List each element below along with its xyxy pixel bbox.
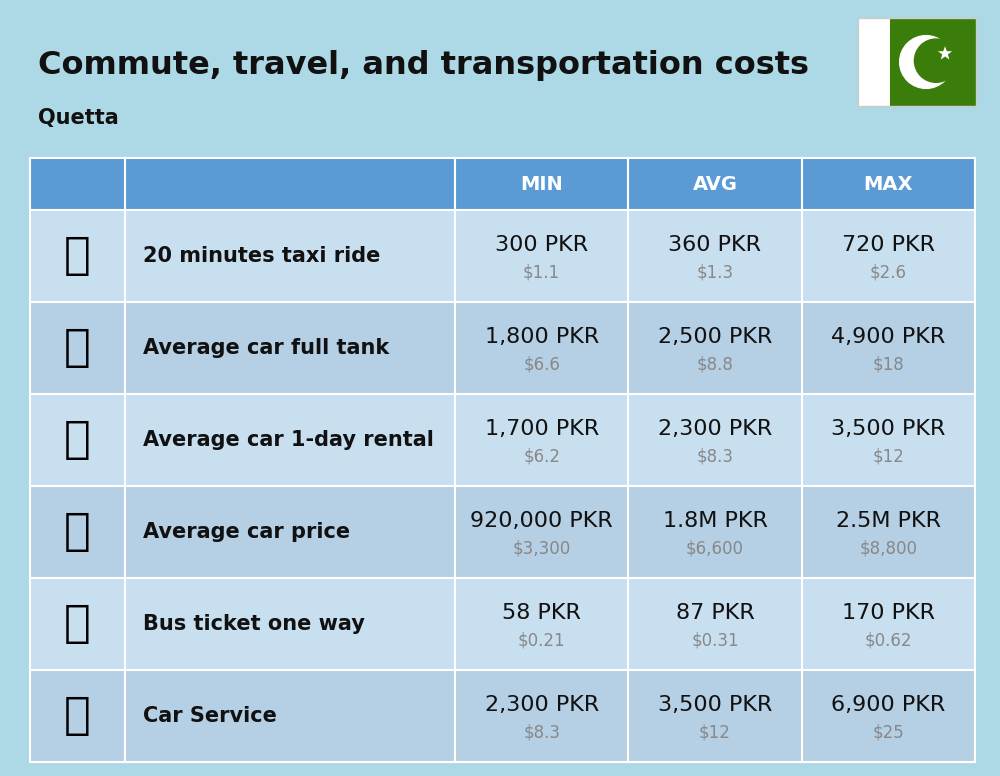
Text: $0.62: $0.62 xyxy=(865,632,912,650)
Text: 3,500 PKR: 3,500 PKR xyxy=(831,419,946,439)
Text: 170 PKR: 170 PKR xyxy=(842,603,935,623)
Text: 🚕: 🚕 xyxy=(64,234,91,278)
Text: 🚌: 🚌 xyxy=(64,602,91,646)
Text: $12: $12 xyxy=(699,723,731,742)
Text: $3,300: $3,300 xyxy=(513,539,571,558)
Bar xyxy=(858,18,890,106)
Circle shape xyxy=(914,39,958,82)
Text: 2,300 PKR: 2,300 PKR xyxy=(485,695,599,715)
Text: $18: $18 xyxy=(872,355,904,373)
Text: 🔧: 🔧 xyxy=(64,695,91,737)
Text: 1.8M PKR: 1.8M PKR xyxy=(663,511,767,531)
Text: $1.1: $1.1 xyxy=(523,264,560,282)
Polygon shape xyxy=(938,46,952,60)
Bar xyxy=(30,578,975,670)
Text: 🚙: 🚙 xyxy=(64,418,91,462)
Text: Average car full tank: Average car full tank xyxy=(143,338,389,358)
Text: Average car price: Average car price xyxy=(143,522,350,542)
Bar xyxy=(30,158,455,210)
Text: 300 PKR: 300 PKR xyxy=(495,235,588,255)
Text: $8.3: $8.3 xyxy=(523,723,560,742)
Text: $12: $12 xyxy=(872,448,904,466)
Text: 1,700 PKR: 1,700 PKR xyxy=(485,419,599,439)
Text: Commute, travel, and transportation costs: Commute, travel, and transportation cost… xyxy=(38,50,809,81)
Text: 58 PKR: 58 PKR xyxy=(502,603,581,623)
Text: 87 PKR: 87 PKR xyxy=(676,603,754,623)
Bar xyxy=(30,670,975,762)
Text: 720 PKR: 720 PKR xyxy=(842,235,935,255)
Text: ⛽: ⛽ xyxy=(64,327,91,369)
Text: 1,800 PKR: 1,800 PKR xyxy=(485,327,599,347)
Text: $2.6: $2.6 xyxy=(870,264,907,282)
Text: MAX: MAX xyxy=(864,175,913,193)
Text: 360 PKR: 360 PKR xyxy=(668,235,762,255)
Text: 2,500 PKR: 2,500 PKR xyxy=(658,327,772,347)
Bar xyxy=(858,18,976,106)
Bar xyxy=(30,394,975,486)
Bar xyxy=(890,18,976,106)
Bar xyxy=(30,210,975,302)
Text: 3,500 PKR: 3,500 PKR xyxy=(658,695,772,715)
Text: 6,900 PKR: 6,900 PKR xyxy=(831,695,945,715)
Text: Average car 1-day rental: Average car 1-day rental xyxy=(143,430,434,450)
Text: Quetta: Quetta xyxy=(38,108,119,128)
Text: $25: $25 xyxy=(872,723,904,742)
Text: 4,900 PKR: 4,900 PKR xyxy=(831,327,945,347)
Text: $0.31: $0.31 xyxy=(691,632,739,650)
Text: $0.21: $0.21 xyxy=(518,632,565,650)
Circle shape xyxy=(900,36,952,88)
Text: Bus ticket one way: Bus ticket one way xyxy=(143,614,365,634)
Text: 20 minutes taxi ride: 20 minutes taxi ride xyxy=(143,246,380,266)
Text: $8.8: $8.8 xyxy=(697,355,733,373)
Bar xyxy=(30,486,975,578)
Text: 2,300 PKR: 2,300 PKR xyxy=(658,419,772,439)
Text: AVG: AVG xyxy=(692,175,738,193)
Text: $6.2: $6.2 xyxy=(523,448,560,466)
Bar xyxy=(30,158,975,210)
Text: $6.6: $6.6 xyxy=(523,355,560,373)
Text: MIN: MIN xyxy=(520,175,563,193)
Text: $6,600: $6,600 xyxy=(686,539,744,558)
Text: $1.3: $1.3 xyxy=(696,264,734,282)
Text: 920,000 PKR: 920,000 PKR xyxy=(470,511,613,531)
Text: 🚘: 🚘 xyxy=(64,511,91,553)
Text: Car Service: Car Service xyxy=(143,706,277,726)
Text: $8,800: $8,800 xyxy=(859,539,917,558)
Text: $8.3: $8.3 xyxy=(696,448,734,466)
Bar xyxy=(30,302,975,394)
Text: 2.5M PKR: 2.5M PKR xyxy=(836,511,941,531)
